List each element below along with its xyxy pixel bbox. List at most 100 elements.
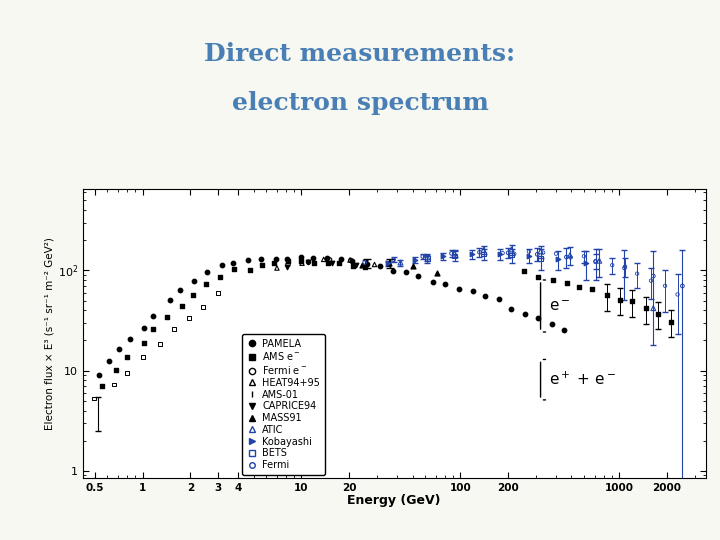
Point [110,366,122,375]
Point [361,259,373,267]
Point [282,256,294,265]
Point [561,253,572,261]
Point [558,326,570,334]
Point [271,264,283,272]
Text: e$^+$ + e$^-$: e$^+$ + e$^-$ [549,371,616,388]
Point [281,254,292,263]
Point [573,283,585,292]
Point [307,253,319,262]
Point [333,259,345,268]
Point [449,252,460,260]
Point [505,251,517,260]
Point [640,304,652,313]
Point [347,262,359,271]
Point [562,278,573,287]
Point [318,255,330,264]
Point [647,272,659,280]
Point [505,245,517,254]
Point [324,255,336,264]
Point [438,252,449,261]
Point [114,345,125,354]
Point [417,252,428,261]
Point [590,256,601,265]
Point [427,277,438,286]
Point [383,259,395,267]
Point [660,281,671,290]
Point [672,290,683,299]
Point [495,249,506,258]
Text: e$^-$: e$^-$ [549,299,570,314]
Point [335,254,346,263]
Point [96,382,108,390]
Point [546,320,557,328]
Point [647,304,659,313]
Point [453,285,464,294]
Point [356,261,367,269]
Point [474,248,485,256]
Point [345,256,356,265]
Point [446,249,457,258]
Point [200,279,212,288]
Point [531,250,543,259]
Point [467,287,479,296]
Point [492,295,504,303]
Point [518,267,530,275]
Point [614,295,626,304]
Point [519,310,531,319]
Point [281,262,292,271]
Point [547,276,559,285]
Point [183,314,194,322]
Point [122,368,133,377]
Point [125,334,136,343]
Point [256,261,267,269]
Point [665,318,677,326]
Point [413,272,424,281]
Point [626,297,638,306]
Point [197,302,209,311]
Point [550,249,562,258]
Point [449,249,460,258]
Point [631,269,643,278]
Point [229,265,240,273]
Point [384,259,395,267]
Point [295,253,307,262]
Point [677,282,688,291]
Point [590,258,601,266]
Point [186,291,198,299]
Point [346,256,357,265]
Point [256,254,267,263]
Point [478,250,490,259]
Point [359,263,371,272]
Point [606,261,618,269]
Point [295,256,307,265]
Point [138,339,150,347]
Point [176,301,187,310]
Point [374,262,386,271]
Text: Direct measurements:: Direct measurements: [204,42,516,66]
Point [361,259,373,268]
Point [326,259,338,267]
Point [296,259,307,267]
Point [138,324,149,333]
Point [552,255,564,264]
X-axis label: Energy (GeV): Energy (GeV) [348,494,441,507]
Point [323,258,334,267]
Point [350,260,361,269]
Point [103,356,114,365]
Point [242,256,253,265]
Point [270,254,282,263]
Point [523,252,535,260]
Point [587,285,598,294]
Point [593,256,605,265]
Point [564,251,576,260]
Point [395,258,406,267]
Point [497,249,508,258]
Y-axis label: Electron flux × E³ (s⁻¹ sr⁻¹ m⁻² GeV²): Electron flux × E³ (s⁻¹ sr⁻¹ m⁻² GeV²) [45,237,55,430]
Point [147,312,158,320]
Point [422,253,433,262]
Point [535,247,546,256]
Point [88,394,99,403]
Point [537,248,549,257]
Point [201,268,212,276]
Point [407,261,418,270]
